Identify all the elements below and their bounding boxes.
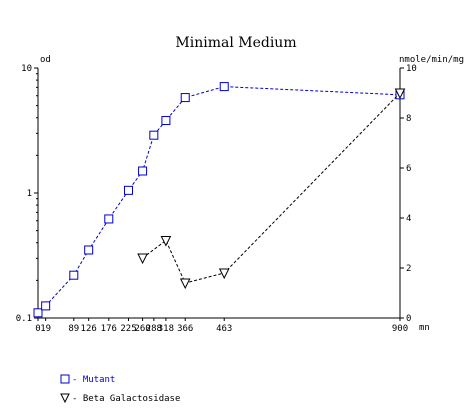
legend-beta-label: - Beta Galactosidase bbox=[72, 394, 180, 404]
mutant-point bbox=[124, 185, 133, 195]
mutant-point bbox=[33, 308, 43, 318]
x-tick-label: 900 bbox=[392, 324, 408, 334]
mutant-point bbox=[180, 93, 190, 103]
right-tick-label: 0 bbox=[406, 314, 411, 324]
legend: - Mutant - Beta Galactosidase bbox=[60, 374, 180, 404]
right-axis-ticks: 0 2 4 6 8 10 bbox=[400, 64, 417, 324]
left-tick-label: 1 bbox=[27, 189, 32, 199]
x-tick-label: 126 bbox=[81, 324, 97, 334]
x-tick-label: 288 bbox=[146, 324, 162, 334]
x-tick-label: 176 bbox=[101, 324, 117, 334]
x-tick-label: 318 bbox=[158, 324, 174, 334]
mutant-point bbox=[149, 130, 159, 140]
right-tick-label: 8 bbox=[406, 114, 411, 124]
beta-galactosidase-point bbox=[179, 278, 191, 290]
mutant-point bbox=[41, 301, 51, 311]
x-tick-label: 19 bbox=[40, 324, 51, 334]
right-axis-label: nmole/min/mg bbox=[399, 55, 464, 65]
mutant-point bbox=[138, 166, 148, 176]
x-tick-label: 463 bbox=[216, 324, 232, 334]
left-axis-label: od bbox=[40, 55, 51, 65]
right-tick-label: 2 bbox=[406, 264, 411, 274]
x-tick-label: 89 bbox=[68, 324, 79, 334]
right-tick-label: 10 bbox=[406, 64, 417, 74]
x-tick-label: 366 bbox=[177, 324, 193, 334]
legend-beta-marker bbox=[60, 393, 70, 404]
beta-galactosidase-point bbox=[218, 268, 230, 280]
series-line-0 bbox=[37, 86, 401, 314]
x-tick-label: 225 bbox=[120, 324, 136, 334]
x-axis-unit-label: mn bbox=[419, 323, 430, 333]
series-layer bbox=[33, 82, 406, 318]
mutant-point bbox=[161, 116, 171, 126]
mutant-point bbox=[84, 245, 94, 255]
x-tick-label: 260 bbox=[134, 324, 150, 334]
legend-mutant-label: - Mutant bbox=[72, 375, 115, 385]
right-tick-label: 6 bbox=[406, 164, 411, 174]
right-tick-label: 4 bbox=[406, 214, 411, 224]
mutant-point bbox=[69, 270, 79, 280]
left-tick-label: 10 bbox=[21, 64, 32, 74]
x-tick-label: 0 bbox=[35, 324, 40, 334]
series-line-1 bbox=[142, 92, 401, 284]
beta-galactosidase-point bbox=[160, 236, 172, 247]
beta-galactosidase-point bbox=[394, 88, 406, 100]
left-axis-ticks: 0.1 1 10 bbox=[16, 64, 38, 324]
beta-galactosidase-point bbox=[137, 253, 148, 265]
legend-mutant-marker bbox=[60, 374, 70, 384]
left-tick-label: 0.1 bbox=[16, 314, 32, 324]
chart-title: Minimal Medium bbox=[175, 35, 296, 51]
mutant-point bbox=[219, 82, 229, 92]
mutant-point bbox=[104, 214, 114, 224]
